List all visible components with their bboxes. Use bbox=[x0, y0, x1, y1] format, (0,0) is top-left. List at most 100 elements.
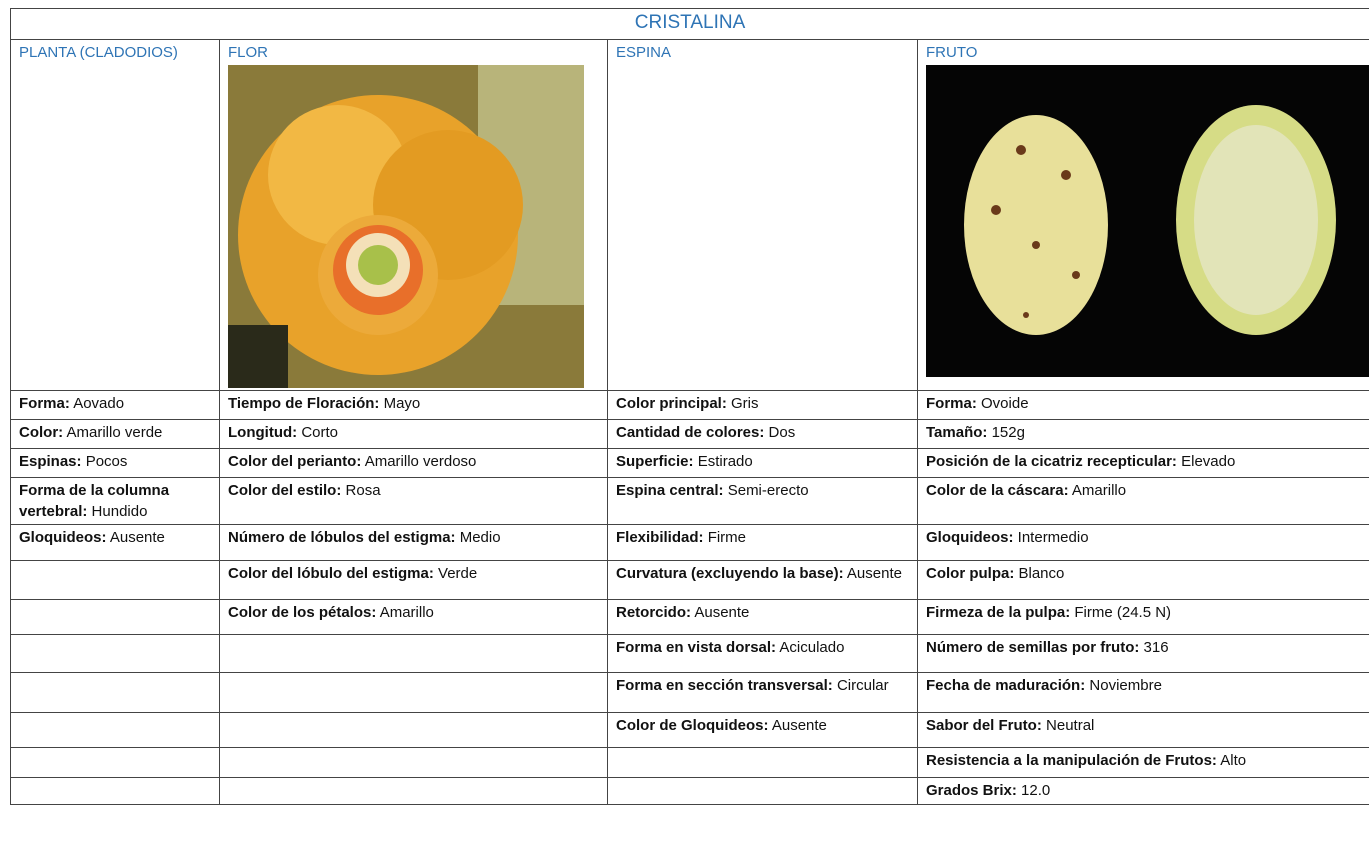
trait-value: Neutral bbox=[1046, 717, 1095, 734]
flower-image bbox=[228, 65, 584, 388]
trait-label: Superficie: bbox=[616, 453, 694, 470]
trait-label: Firmeza de la pulpa: bbox=[926, 604, 1071, 621]
trait-label: Color de los pétalos: bbox=[228, 604, 377, 621]
table-cell: Forma en sección transversal: Circular bbox=[607, 672, 918, 713]
table-cell bbox=[10, 747, 220, 778]
trait-label: Forma: bbox=[19, 395, 70, 412]
table-row: Color de los pétalos: Amarillo Retorcido:… bbox=[10, 599, 1369, 635]
title-row: CRISTALINA bbox=[9, 8, 1369, 40]
table-cell bbox=[607, 747, 918, 778]
table-cell: Color principal: Gris bbox=[607, 390, 918, 420]
table-cell: Color del lóbulo del estigma: Verde bbox=[219, 560, 608, 600]
trait-label: Flexibilidad: bbox=[616, 529, 704, 546]
table-cell: Número de semillas por fruto: 316 bbox=[916, 634, 1369, 673]
table-cell: Grados Brix: 12.0 bbox=[916, 777, 1369, 805]
table-row: Forma de la columna vertebral: Hundido Co… bbox=[10, 477, 1369, 525]
trait-value: Dos bbox=[768, 424, 796, 441]
column-header: FLOR bbox=[228, 44, 269, 61]
column-header-cell: ESPINA bbox=[607, 39, 918, 391]
trait-label: Color del perianto: bbox=[228, 453, 362, 470]
table-row: Color del lóbulo del estigma: Verde Curva… bbox=[10, 560, 1369, 600]
table-cell bbox=[219, 712, 608, 748]
table-cell: Color de la cáscara: Amarillo bbox=[916, 477, 1369, 525]
trait-value: 316 bbox=[1143, 639, 1169, 656]
table-row: Color: Amarillo verde Longitud: Corto Cant… bbox=[10, 419, 1369, 449]
table-cell: Color de Gloquideos: Ausente bbox=[607, 712, 918, 748]
table-cell bbox=[10, 672, 220, 713]
table-row: Forma: Aovado Tiempo de Floración: Mayo Co… bbox=[10, 390, 1369, 420]
table-row: Forma en sección transversal: Circular Fe… bbox=[10, 672, 1369, 713]
table-cell: Gloquideos: Ausente bbox=[10, 524, 220, 561]
table-cell bbox=[10, 712, 220, 748]
table-cell: Gloquideos: Intermedio bbox=[916, 524, 1369, 561]
trait-value: Amarillo bbox=[379, 604, 434, 621]
trait-value: 152g bbox=[991, 424, 1025, 441]
table-cell: Retorcido: Ausente bbox=[607, 599, 918, 635]
table-cell bbox=[10, 634, 220, 673]
table-cell: Color: Amarillo verde bbox=[10, 419, 220, 449]
trait-value: Ausente bbox=[109, 529, 165, 546]
table-cell: Color de los pétalos: Amarillo bbox=[219, 599, 608, 635]
table-cell: Color del estilo: Rosa bbox=[219, 477, 608, 525]
table-cell: Tiempo de Floración: Mayo bbox=[219, 390, 608, 420]
table-cell: Flexibilidad: Firme bbox=[607, 524, 918, 561]
column-header-cell: FLOR bbox=[219, 39, 608, 391]
trait-value: Aovado bbox=[73, 395, 125, 412]
trait-label: Forma: bbox=[926, 395, 977, 412]
column-header: FRUTO bbox=[926, 44, 978, 61]
trait-label: Gloquideos: bbox=[926, 529, 1014, 546]
trait-value: Ovoide bbox=[981, 395, 1029, 412]
trait-value: Gris bbox=[731, 395, 759, 412]
trait-label: Color de la cáscara: bbox=[926, 482, 1069, 499]
trait-label: Número de lóbulos del estigma: bbox=[228, 529, 456, 546]
trait-value: Hundido bbox=[91, 503, 148, 520]
table-cell: Cantidad de colores: Dos bbox=[607, 419, 918, 449]
trait-label: Color: bbox=[19, 424, 64, 441]
trait-label: Forma en sección transversal: bbox=[616, 677, 833, 694]
traits-table: CRISTALINA PLANTA (CLADODIOS) FLOR ESPIN… bbox=[9, 8, 1369, 805]
table-cell: Espinas: Pocos bbox=[10, 448, 220, 478]
trait-value: Alto bbox=[1220, 752, 1247, 769]
table-row: Grados Brix: 12.0 bbox=[10, 777, 1369, 805]
trait-label: Retorcido: bbox=[616, 604, 691, 621]
table-cell: Resistencia a la manipulación de Frutos:… bbox=[916, 747, 1369, 778]
trait-label: Curvatura (excluyendo la base): bbox=[616, 565, 844, 582]
table-cell: Curvatura (excluyendo la base): Ausente bbox=[607, 560, 918, 600]
column-header-cell: PLANTA (CLADODIOS) bbox=[10, 39, 220, 391]
trait-value: Verde bbox=[438, 565, 478, 582]
trait-label: Sabor del Fruto: bbox=[926, 717, 1042, 734]
trait-value: Amarillo bbox=[1071, 482, 1127, 499]
table-cell: Forma: Aovado bbox=[10, 390, 220, 420]
fruit-image bbox=[926, 65, 1369, 377]
table-cell: Número de lóbulos del estigma: Medio bbox=[219, 524, 608, 561]
trait-value: Amarillo verdoso bbox=[364, 453, 477, 470]
trait-label: Fecha de maduración: bbox=[926, 677, 1086, 694]
table-cell: Sabor del Fruto: Neutral bbox=[916, 712, 1369, 748]
trait-value: Pocos bbox=[85, 453, 128, 470]
trait-label: Cantidad de colores: bbox=[616, 424, 765, 441]
trait-label: Forma de la columna vertebral: bbox=[19, 482, 170, 520]
trait-value: Corto bbox=[301, 424, 338, 441]
trait-value: Aciculado bbox=[779, 639, 845, 656]
trait-label: Tiempo de Floración: bbox=[228, 395, 380, 412]
table-cell: Tamaño: 152g bbox=[916, 419, 1369, 449]
column-header: ESPINA bbox=[616, 44, 672, 61]
trait-value: Ausente bbox=[846, 565, 902, 582]
trait-label: Color del estilo: bbox=[228, 482, 342, 499]
trait-value: Blanco bbox=[1018, 565, 1065, 582]
trait-value: Semi-erecto bbox=[727, 482, 809, 499]
trait-value: Ausente bbox=[771, 717, 827, 734]
trait-value: Medio bbox=[459, 529, 501, 546]
table-cell bbox=[219, 672, 608, 713]
column-header-cell: FRUTO bbox=[916, 39, 1369, 391]
trait-value: Intermedio bbox=[1017, 529, 1089, 546]
table-cell bbox=[607, 777, 918, 805]
table-cell: Firmeza de la pulpa: Firme (24.5 N) bbox=[916, 599, 1369, 635]
table-cell bbox=[219, 777, 608, 805]
table-cell bbox=[10, 777, 220, 805]
trait-label: Longitud: bbox=[228, 424, 298, 441]
table-cell: Fecha de maduración: Noviembre bbox=[916, 672, 1369, 713]
table-cell: Color del perianto: Amarillo verdoso bbox=[219, 448, 608, 478]
trait-value: Elevado bbox=[1181, 453, 1236, 470]
